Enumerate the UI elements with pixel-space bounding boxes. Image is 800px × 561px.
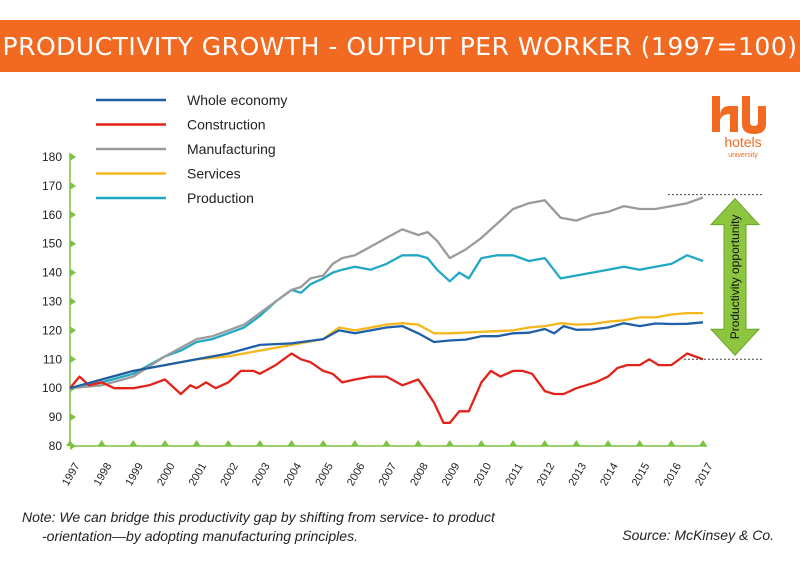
x-tick-mark bbox=[160, 440, 169, 446]
y-tick-mark bbox=[70, 181, 76, 190]
x-tick-mark bbox=[509, 440, 518, 446]
y-tick-label: 160 bbox=[42, 208, 62, 222]
legend-label: Manufacturing bbox=[187, 141, 276, 157]
x-tick-label: 2013 bbox=[566, 461, 589, 488]
x-tick-mark bbox=[255, 440, 264, 446]
x-tick-mark bbox=[699, 440, 707, 446]
x-tick-label: 2012 bbox=[535, 461, 558, 488]
y-tick-mark bbox=[70, 413, 76, 422]
x-tick-mark bbox=[97, 440, 106, 446]
y-tick-label: 80 bbox=[49, 439, 63, 453]
y-tick-mark bbox=[70, 153, 76, 161]
x-tick-label: 1998 bbox=[92, 461, 115, 488]
legend-label: Whole economy bbox=[187, 92, 287, 108]
opportunity-double-arrow bbox=[709, 197, 761, 357]
x-tick-label: 2011 bbox=[503, 461, 525, 487]
x-tick-label: 2007 bbox=[377, 461, 400, 488]
x-tick-label: 2009 bbox=[440, 461, 463, 488]
y-tick-label: 90 bbox=[49, 410, 63, 424]
x-tick-label: 2010 bbox=[472, 461, 495, 488]
opportunity-annotation-label: Productivity opportunity bbox=[728, 215, 742, 340]
x-tick-label: 2016 bbox=[661, 461, 684, 488]
y-tick-mark bbox=[70, 355, 76, 364]
x-tick-mark bbox=[129, 440, 138, 446]
source-credit: Source: McKinsey & Co. bbox=[622, 527, 774, 543]
footnote-line-1: Note: We can bridge this productivity ga… bbox=[22, 509, 495, 525]
y-tick-label: 140 bbox=[42, 266, 62, 280]
y-tick-label: 180 bbox=[42, 150, 62, 164]
logo-text: hotels bbox=[724, 134, 761, 150]
x-tick-mark bbox=[477, 440, 486, 446]
x-tick-mark bbox=[319, 440, 328, 446]
x-tick-mark bbox=[635, 440, 644, 446]
y-tick-mark bbox=[70, 239, 76, 248]
x-tick-mark bbox=[445, 440, 454, 446]
x-tick-label: 2000 bbox=[155, 461, 178, 488]
x-tick-mark bbox=[224, 440, 233, 446]
y-tick-label: 110 bbox=[43, 352, 62, 366]
y-tick-label: 130 bbox=[42, 295, 62, 309]
x-tick-label: 2004 bbox=[282, 461, 305, 488]
x-tick-label: 2017 bbox=[693, 461, 716, 488]
x-tick-mark bbox=[572, 440, 581, 446]
y-tick-mark bbox=[70, 326, 76, 335]
legend-label: Production bbox=[187, 190, 254, 206]
x-tick-mark bbox=[192, 440, 201, 446]
x-tick-label: 1997 bbox=[60, 461, 83, 488]
series-line-construction bbox=[69, 352, 704, 425]
y-tick-label: 150 bbox=[42, 237, 62, 251]
x-tick-mark bbox=[287, 440, 296, 446]
x-tick-mark bbox=[667, 440, 676, 446]
x-tick-label: 2008 bbox=[408, 461, 431, 488]
footnote-line-2: -orientation—by adopting manufacturing p… bbox=[42, 528, 358, 544]
x-tick-label: 2015 bbox=[630, 461, 653, 488]
x-tick-mark bbox=[350, 440, 359, 446]
y-tick-label: 170 bbox=[42, 179, 62, 193]
x-tick-mark bbox=[382, 440, 391, 446]
x-tick-mark bbox=[414, 440, 423, 446]
x-tick-label: 2014 bbox=[598, 461, 621, 488]
hotels-university-logo: hotels university bbox=[712, 96, 766, 159]
y-tick-mark bbox=[70, 210, 76, 219]
y-tick-mark bbox=[70, 268, 76, 277]
logo-subtext: university bbox=[728, 152, 758, 159]
x-tick-label: 2005 bbox=[313, 461, 336, 488]
series-line-production bbox=[69, 254, 704, 390]
x-tick-label: 2003 bbox=[250, 461, 273, 488]
footnote: Note: We can bridge this productivity ga… bbox=[22, 508, 582, 546]
y-tick-label: 120 bbox=[42, 323, 62, 337]
title-banner: PRODUCTIVITY GROWTH - OUTPUT PER WORKER … bbox=[0, 20, 800, 72]
chart-title: PRODUCTIVITY GROWTH - OUTPUT PER WORKER … bbox=[2, 31, 798, 61]
legend-label: Services bbox=[187, 166, 241, 182]
series-line-services bbox=[69, 311, 703, 390]
series-line-whole-economy bbox=[69, 321, 704, 390]
x-tick-mark bbox=[604, 440, 613, 446]
x-tick-label: 2002 bbox=[218, 461, 241, 488]
x-tick-mark bbox=[66, 440, 74, 446]
legend-label: Construction bbox=[187, 117, 266, 133]
x-tick-label: 2001 bbox=[187, 461, 210, 488]
y-tick-mark bbox=[70, 297, 76, 306]
series-line-manufacturing bbox=[69, 196, 704, 390]
x-tick-label: 1999 bbox=[123, 461, 146, 488]
x-tick-mark bbox=[540, 440, 549, 446]
y-tick-label: 100 bbox=[42, 381, 62, 395]
x-tick-label: 2006 bbox=[345, 461, 368, 488]
